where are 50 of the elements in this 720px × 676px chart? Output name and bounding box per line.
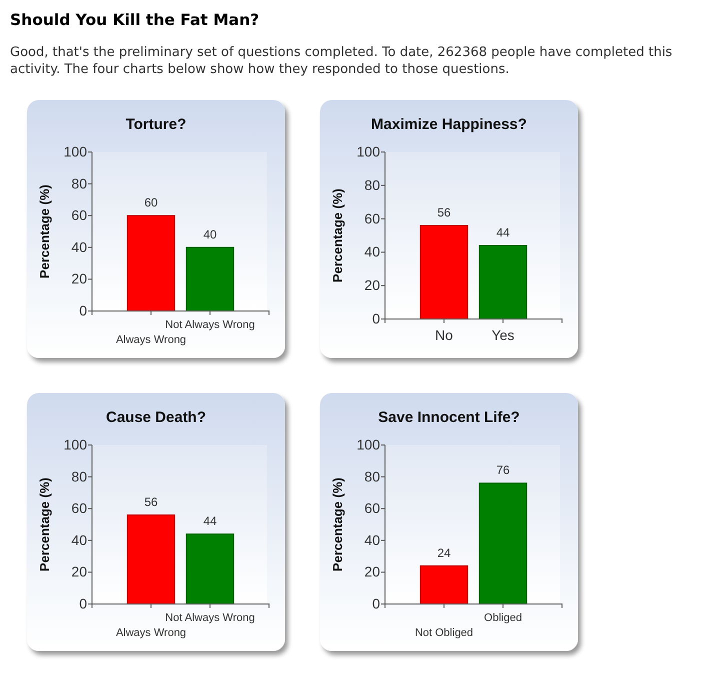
x-tick-label: Yes (492, 326, 514, 343)
text: Good, that's the preliminary set of questions completed. To date, 262368 people have completed this activity. The four charts below show how they responded to those questions. (10, 45, 672, 77)
y-tick-label: 80 (364, 176, 380, 193)
x-tick-label: Not Obliged (414, 626, 474, 639)
chart-title: Maximize Happiness? (371, 116, 527, 133)
x-tick-label: Obliged (484, 612, 522, 624)
y-axis-title: Percentage (%) (330, 478, 345, 572)
y-tick-label: 100 (356, 436, 380, 452)
y-axis-title: Percentage (%) (37, 184, 52, 278)
y-tick-label: 80 (364, 468, 380, 484)
y-tick-label: 60 (71, 500, 88, 516)
y-tick-label: 100 (64, 436, 88, 452)
y-tick-label: 0 (79, 302, 88, 318)
x-tick-label: Always Wrong (116, 334, 186, 346)
data-label: 76 (496, 463, 510, 478)
y-tick-label: 0 (79, 595, 88, 612)
y-tick-label: 40 (364, 532, 380, 548)
x-tick-label: Always Wrong (116, 626, 186, 639)
y-tick-label: 40 (71, 532, 88, 548)
y-tick-label: 0 (372, 595, 380, 612)
y-axis-title: Percentage (%) (330, 188, 345, 282)
text: Should You Kill the Fat Man? (10, 11, 260, 29)
x-tick-label: No (435, 326, 454, 343)
y-tick-label: 100 (64, 143, 88, 160)
y-axis-title: Percentage (%) (37, 478, 52, 572)
data-label: 40 (203, 227, 217, 242)
y-tick-label: 40 (364, 244, 380, 260)
y-tick-label: 20 (364, 564, 380, 580)
data-label: 24 (437, 546, 451, 560)
y-tick-label: 60 (364, 500, 380, 516)
chart-title: Torture? (126, 116, 186, 133)
data-label: 60 (144, 196, 158, 210)
y-tick-label: 40 (71, 238, 88, 255)
y-tick-label: 60 (71, 207, 88, 224)
data-label: 56 (144, 494, 158, 509)
y-tick-label: 100 (356, 143, 380, 160)
chart-title: Cause Death? (106, 409, 206, 426)
y-tick-label: 60 (364, 210, 380, 226)
x-tick-label: Not Always Wrong (165, 612, 255, 624)
y-tick-label: 80 (71, 175, 88, 192)
y-tick-label: 20 (364, 277, 380, 294)
data-label: 44 (203, 514, 217, 528)
y-tick-label: 20 (71, 270, 88, 287)
x-tick-label: Not Always Wrong (165, 318, 255, 331)
y-tick-label: 20 (71, 564, 88, 580)
chart-title: Save Innocent Life? (378, 409, 520, 426)
y-tick-label: 80 (71, 468, 88, 484)
data-label: 44 (496, 226, 510, 240)
data-label: 56 (437, 205, 451, 220)
y-tick-label: 0 (372, 310, 380, 326)
